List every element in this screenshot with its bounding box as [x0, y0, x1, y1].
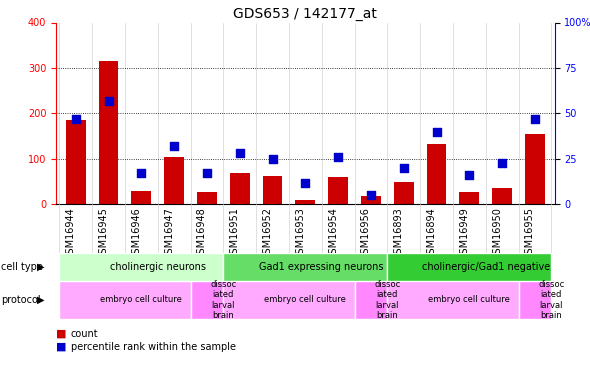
- Point: [300, 180, 310, 186]
- Text: cell type: cell type: [1, 262, 43, 272]
- Text: count: count: [71, 329, 99, 339]
- Bar: [387, 281, 519, 319]
- Bar: [296, 200, 315, 204]
- Bar: [224, 281, 355, 319]
- Text: GSM16949: GSM16949: [460, 207, 469, 260]
- Bar: [355, 281, 387, 319]
- Text: Gad1 expressing neurons: Gad1 expressing neurons: [260, 262, 384, 272]
- Point: [464, 172, 474, 178]
- Text: GSM16950: GSM16950: [492, 207, 502, 260]
- Text: ▶: ▶: [37, 295, 45, 305]
- Text: GSM16951: GSM16951: [230, 207, 240, 260]
- Bar: [132, 191, 151, 204]
- Point: [169, 143, 179, 149]
- Text: ■: ■: [56, 342, 67, 352]
- Bar: [197, 192, 217, 204]
- Text: GSM16894: GSM16894: [427, 207, 437, 260]
- Text: percentile rank within the sample: percentile rank within the sample: [71, 342, 236, 352]
- Bar: [230, 174, 250, 204]
- Text: protocol: protocol: [1, 295, 41, 305]
- Text: GSM16952: GSM16952: [263, 207, 273, 260]
- Bar: [60, 253, 224, 281]
- Bar: [99, 61, 119, 204]
- Text: GSM16947: GSM16947: [164, 207, 174, 260]
- Bar: [263, 176, 283, 204]
- Point: [235, 150, 244, 156]
- Text: cholinergic neurons: cholinergic neurons: [110, 262, 206, 272]
- Text: embryo cell culture: embryo cell culture: [264, 296, 346, 304]
- Text: GSM16945: GSM16945: [99, 207, 109, 260]
- Point: [333, 154, 343, 160]
- Bar: [525, 134, 545, 204]
- Text: embryo cell culture: embryo cell culture: [428, 296, 510, 304]
- Bar: [66, 120, 86, 204]
- Bar: [394, 182, 414, 204]
- Text: GSM16954: GSM16954: [328, 207, 338, 260]
- Text: GSM16955: GSM16955: [525, 207, 535, 260]
- Point: [366, 192, 376, 198]
- Point: [137, 171, 146, 177]
- Bar: [361, 196, 381, 204]
- Bar: [164, 157, 184, 204]
- Point: [202, 171, 212, 177]
- Bar: [427, 144, 447, 204]
- Text: dissoc
iated
larval
brain: dissoc iated larval brain: [210, 280, 237, 320]
- Point: [71, 116, 80, 122]
- Text: embryo cell culture: embryo cell culture: [100, 296, 182, 304]
- Text: GSM16953: GSM16953: [296, 207, 306, 260]
- Point: [399, 165, 408, 171]
- Bar: [328, 177, 348, 204]
- Bar: [387, 253, 551, 281]
- Bar: [224, 253, 387, 281]
- Point: [497, 159, 507, 165]
- Text: GSM16893: GSM16893: [394, 207, 404, 260]
- Point: [530, 116, 540, 122]
- Text: GSM16948: GSM16948: [197, 207, 207, 260]
- Text: ■: ■: [56, 329, 67, 339]
- Text: GSM16946: GSM16946: [132, 207, 142, 260]
- Text: dissoc
iated
larval
brain: dissoc iated larval brain: [538, 280, 565, 320]
- Text: ▶: ▶: [37, 262, 45, 272]
- Bar: [60, 281, 191, 319]
- Title: GDS653 / 142177_at: GDS653 / 142177_at: [234, 8, 377, 21]
- Bar: [191, 281, 224, 319]
- Text: GSM16944: GSM16944: [65, 207, 76, 260]
- Point: [268, 156, 277, 162]
- Text: GSM16956: GSM16956: [361, 207, 371, 260]
- Bar: [492, 189, 512, 204]
- Text: cholinergic/Gad1 negative: cholinergic/Gad1 negative: [422, 262, 550, 272]
- Point: [104, 98, 113, 104]
- Point: [432, 129, 441, 135]
- Bar: [460, 192, 479, 204]
- Text: dissoc
iated
larval
brain: dissoc iated larval brain: [374, 280, 401, 320]
- Bar: [519, 281, 551, 319]
